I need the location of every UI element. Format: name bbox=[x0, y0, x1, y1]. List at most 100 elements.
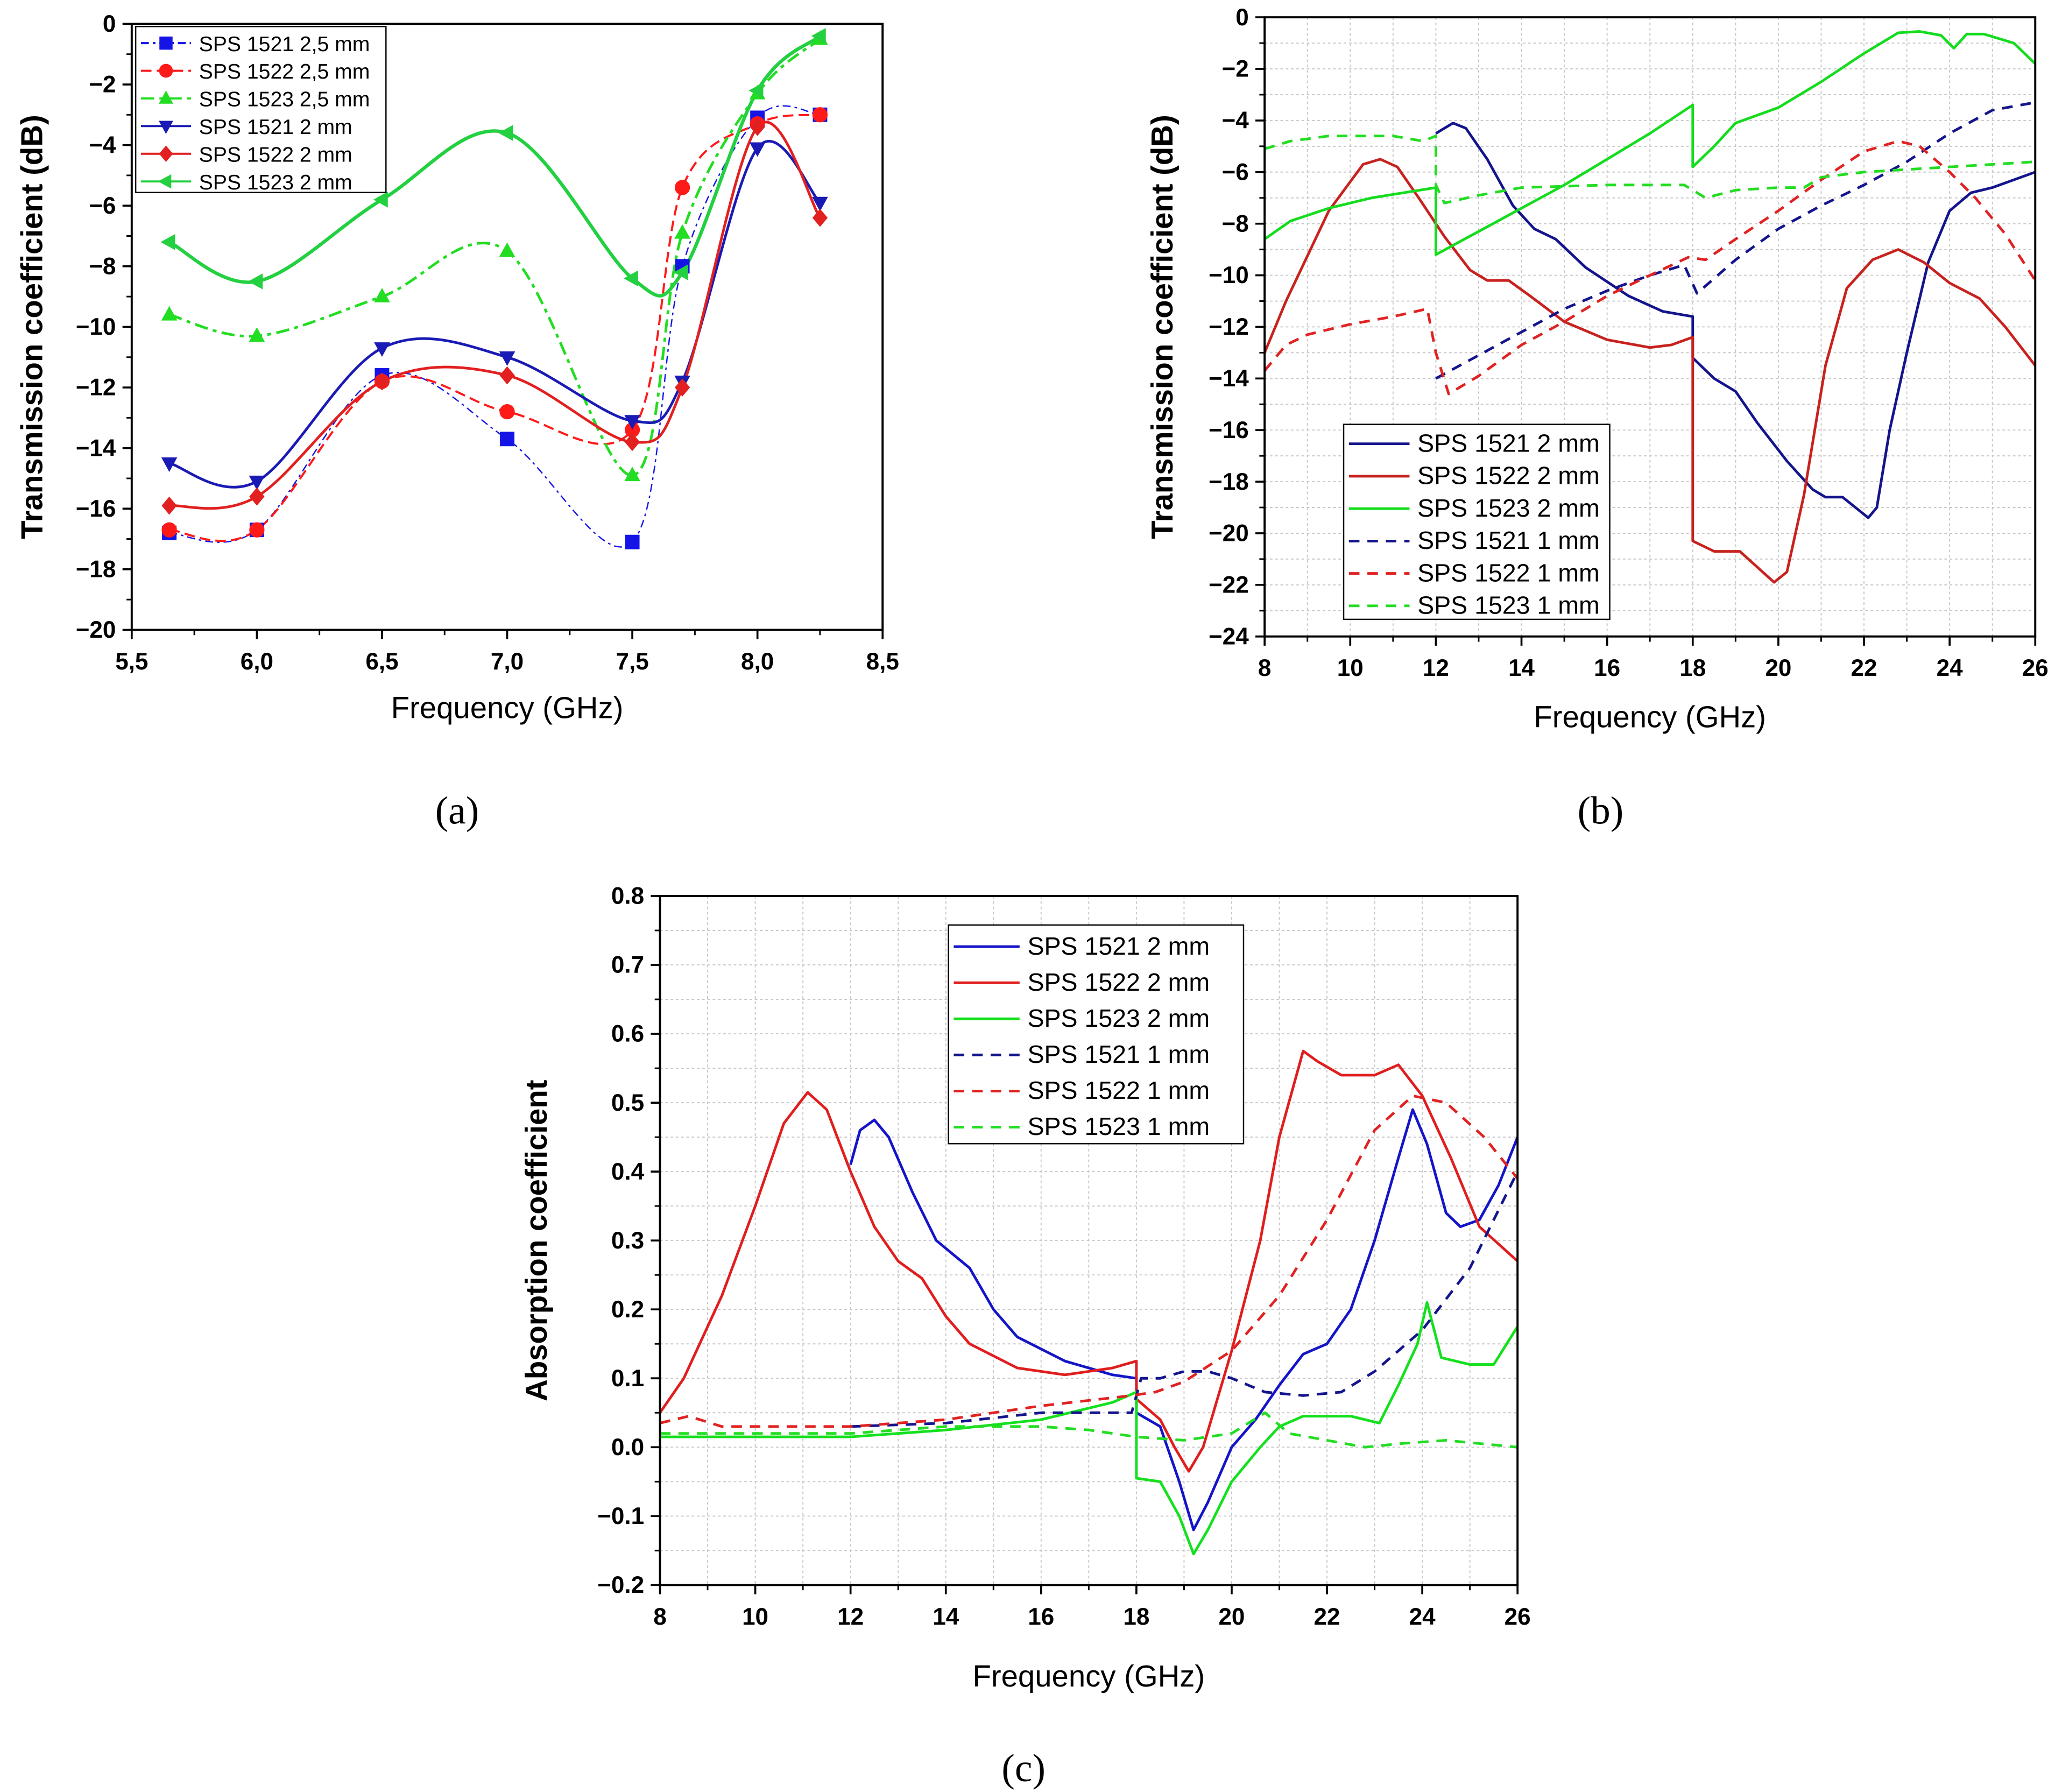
legend-item: SPS 1522 1 mm bbox=[954, 1076, 1210, 1104]
y-tick-label: 0.0 bbox=[611, 1434, 644, 1461]
y-tick-label: −20 bbox=[1209, 520, 1249, 547]
y-tick-label: −14 bbox=[76, 435, 116, 461]
data-point-triangle-down bbox=[749, 142, 766, 157]
series-line-sps-1523-2-mm bbox=[168, 34, 822, 298]
y-tick-label: 0.3 bbox=[611, 1227, 644, 1254]
data-point-triangle-up bbox=[499, 242, 515, 257]
legend-label: SPS 1523 2 mm bbox=[1417, 494, 1600, 522]
data-point-triangle-left bbox=[373, 192, 388, 208]
data-point-diamond bbox=[812, 208, 828, 227]
legend-label: SPS 1521 2 mm bbox=[1028, 932, 1210, 960]
series-line-sps-1522-2-mm bbox=[660, 1049, 1518, 1473]
data-point-circle bbox=[674, 180, 690, 195]
legend-item: SPS 1521 1 mm bbox=[954, 1040, 1210, 1068]
data-point-circle bbox=[161, 522, 177, 538]
data-point-triangle-down bbox=[249, 475, 265, 490]
legend-marker-circle bbox=[159, 64, 173, 78]
data-point-circle bbox=[499, 404, 515, 420]
x-tick-label: 26 bbox=[1505, 1604, 1531, 1630]
data-point-diamond bbox=[249, 487, 265, 506]
y-tick-label: 0 bbox=[1235, 4, 1249, 31]
y-tick-label: −8 bbox=[89, 253, 116, 280]
legend-marker-triangle-up bbox=[158, 90, 173, 104]
x-tick-label: 22 bbox=[1314, 1604, 1340, 1630]
y-tick-label: −6 bbox=[89, 193, 116, 219]
series-line-sps-1521-1-mm bbox=[850, 1171, 1518, 1428]
legend-item: SPS 1523 2,5 mm bbox=[140, 88, 370, 111]
y-tick-label: −24 bbox=[1209, 623, 1249, 650]
x-tick-label: 12 bbox=[837, 1604, 864, 1630]
data-point-triangle-left bbox=[498, 125, 513, 141]
legend: SPS 1521 2 mm SPS 1522 2 mm SPS 1523 2 mm S… bbox=[1343, 424, 1611, 620]
legend-item: SPS 1522 2 mm bbox=[954, 968, 1210, 996]
y-tick-label: 0 bbox=[103, 11, 116, 37]
data-point-triangle-down bbox=[812, 196, 828, 211]
y-tick-label: −10 bbox=[76, 314, 116, 340]
y-tick-label: −16 bbox=[76, 496, 116, 522]
legend-item: SPS 1522 2,5 mm bbox=[140, 60, 370, 83]
data-point-triangle-left bbox=[160, 234, 175, 250]
legend-label: SPS 1522 2 mm bbox=[1028, 968, 1210, 996]
data-point-diamond bbox=[674, 378, 690, 397]
legend-item: SPS 1521 2 mm bbox=[140, 116, 352, 139]
y-tick-label: −10 bbox=[1209, 262, 1249, 288]
series-group bbox=[168, 34, 822, 548]
x-tick-label: 16 bbox=[1028, 1604, 1054, 1630]
legend: SPS 1521 2,5 mm SPS 1522 2,5 mm SPS 1523 2… bbox=[135, 26, 387, 194]
x-tick-label: 24 bbox=[1409, 1604, 1436, 1630]
data-point-triangle-up bbox=[249, 327, 265, 342]
x-tick-label: 16 bbox=[1594, 655, 1620, 681]
legend-label: SPS 1523 2,5 mm bbox=[199, 88, 370, 111]
legend-label: SPS 1521 1 mm bbox=[1028, 1040, 1210, 1068]
legend-label: SPS 1522 1 mm bbox=[1417, 559, 1600, 587]
x-axis-label: Frequency (GHz) bbox=[1534, 700, 1766, 734]
x-tick-label: 6,5 bbox=[365, 648, 398, 675]
data-point-diamond bbox=[499, 366, 515, 385]
x-tick-label: 18 bbox=[1123, 1604, 1149, 1630]
series-line-sps-1521-2-mm bbox=[1435, 122, 2036, 519]
y-tick-label: −20 bbox=[76, 617, 116, 643]
legend-label: SPS 1523 2 mm bbox=[1028, 1004, 1210, 1032]
x-tick-label: 20 bbox=[1765, 655, 1791, 681]
data-point-diamond bbox=[161, 496, 177, 515]
x-tick-label: 7,0 bbox=[491, 648, 524, 675]
data-point-triangle-down bbox=[374, 342, 390, 357]
y-tick-label: −6 bbox=[1222, 159, 1249, 185]
y-tick-label: −8 bbox=[1222, 210, 1249, 237]
y-tick-label: 0.1 bbox=[611, 1365, 644, 1392]
legend: SPS 1521 2 mm SPS 1522 2 mm SPS 1523 2 mm S… bbox=[948, 924, 1245, 1145]
series-line-sps-1523-1-mm bbox=[660, 1411, 1518, 1449]
legend-item: SPS 1523 2 mm bbox=[140, 171, 352, 194]
series-line-sps-1522-2-5-mm bbox=[169, 114, 821, 542]
x-tick-label: 20 bbox=[1218, 1604, 1245, 1630]
legend-label: SPS 1522 2,5 mm bbox=[199, 60, 370, 83]
x-axis-label: Frequency (GHz) bbox=[391, 691, 624, 725]
legend-label: SPS 1523 1 mm bbox=[1028, 1112, 1210, 1140]
data-point-triangle-up bbox=[674, 224, 690, 239]
series-line-sps-1522-2-mm bbox=[169, 121, 821, 510]
data-point-triangle-down bbox=[499, 351, 515, 366]
data-point-triangle-left bbox=[623, 270, 638, 287]
y-axis-label: Transmission coefficient (dB) bbox=[15, 115, 48, 539]
y-tick-label: −12 bbox=[76, 375, 116, 401]
y-tick-label: −2 bbox=[1222, 56, 1249, 82]
y-tick-label: 0.8 bbox=[611, 883, 644, 909]
y-axis-label: Transmission coefficient (dB) bbox=[1145, 115, 1179, 539]
x-tick-label: 14 bbox=[933, 1604, 959, 1630]
data-point-diamond bbox=[750, 117, 765, 136]
legend-label: SPS 1523 1 mm bbox=[1417, 591, 1600, 619]
y-tick-label: −14 bbox=[1209, 365, 1249, 392]
data-point-circle bbox=[624, 422, 640, 438]
x-axis-label: Frequency (GHz) bbox=[972, 1659, 1205, 1693]
data-point-triangle-up bbox=[374, 287, 390, 302]
legend-item: SPS 1523 2 mm bbox=[1348, 494, 1600, 522]
legend-box bbox=[135, 26, 387, 193]
legend-box bbox=[1343, 424, 1611, 620]
data-point-square bbox=[625, 534, 640, 549]
data-point-triangle-left bbox=[811, 28, 826, 44]
series-line-sps-1521-2-5-mm bbox=[169, 105, 820, 548]
y-tick-label: −0.1 bbox=[597, 1503, 644, 1529]
x-tick-label: 8,5 bbox=[866, 648, 899, 675]
legend-item: SPS 1521 2 mm bbox=[954, 932, 1210, 960]
